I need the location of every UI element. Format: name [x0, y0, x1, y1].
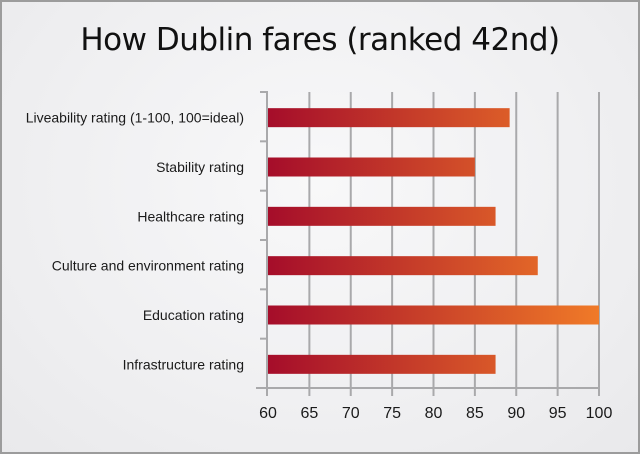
x-tick-label: 85 [466, 405, 484, 422]
category-labels: Liveability rating (1-100, 100=ideal) Sta… [26, 110, 244, 373]
bar [268, 206, 496, 226]
x-tick-label: 100 [586, 405, 613, 422]
category-label: Education rating [143, 307, 244, 323]
gridlines [308, 92, 600, 396]
x-tick-label: 65 [300, 405, 318, 422]
category-label: Liveability rating (1-100, 100=ideal) [26, 110, 244, 126]
bars [268, 108, 599, 374]
category-label: Stability rating [156, 159, 244, 175]
x-tick-label: 75 [383, 405, 401, 422]
bar [268, 108, 510, 128]
bar [268, 157, 475, 177]
chart-title: How Dublin fares (ranked 42nd) [80, 22, 560, 58]
x-tick-label: 95 [549, 405, 567, 422]
bar [268, 305, 599, 325]
x-tick-label: 90 [507, 405, 525, 422]
bar [268, 354, 496, 374]
x-tick-label: 70 [342, 405, 360, 422]
bar [268, 256, 538, 276]
axes [256, 91, 600, 396]
x-tick-labels: 60 65 70 75 80 85 90 95 100 [259, 405, 612, 422]
category-label: Healthcare rating [137, 208, 244, 224]
x-tick-label: 60 [259, 405, 277, 422]
x-tick-label: 80 [425, 405, 443, 422]
category-label: Culture and environment rating [52, 258, 244, 274]
category-label: Infrastructure rating [123, 356, 244, 372]
